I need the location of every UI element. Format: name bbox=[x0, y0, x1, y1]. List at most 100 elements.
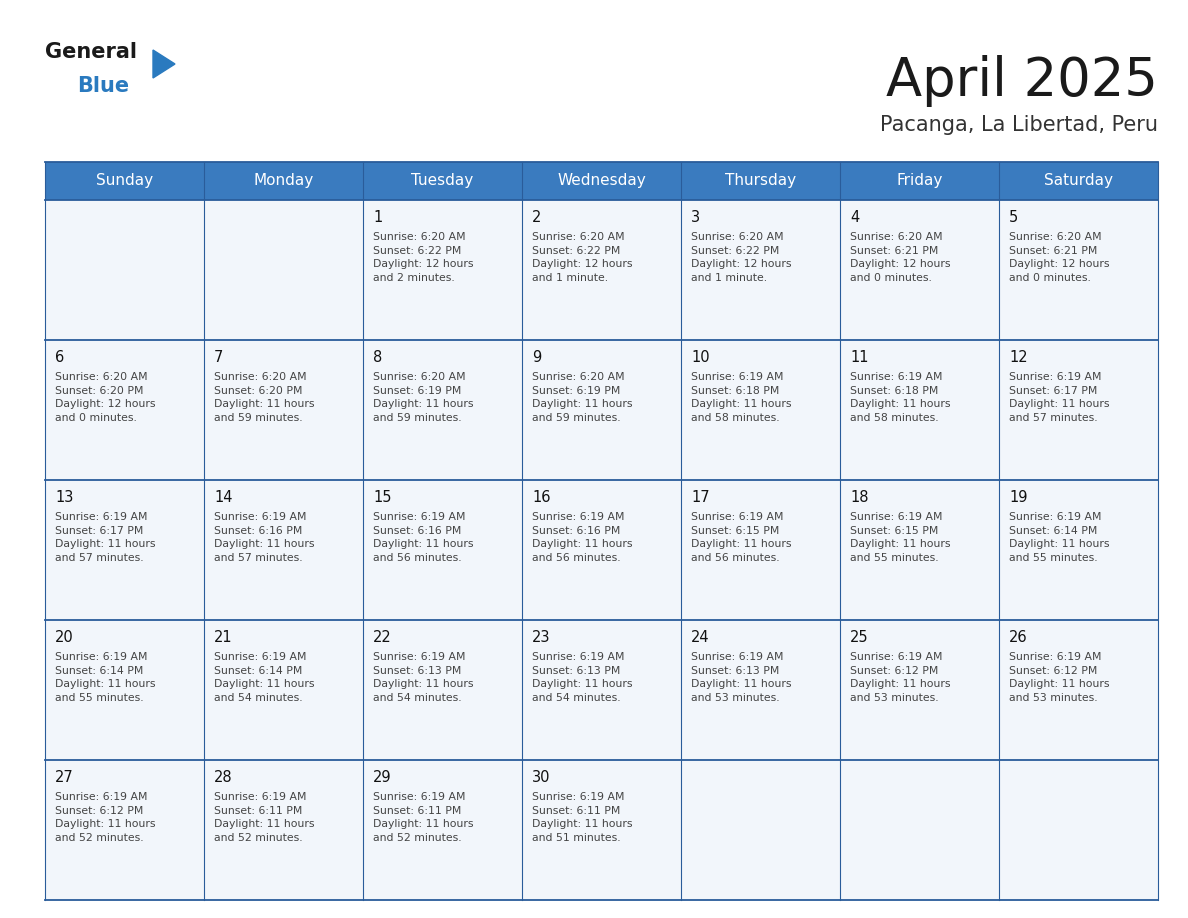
Text: 20: 20 bbox=[55, 630, 74, 645]
Bar bbox=[364, 200, 522, 340]
Bar bbox=[840, 340, 999, 480]
Text: 2: 2 bbox=[532, 210, 542, 225]
Text: Sunrise: 6:20 AM
Sunset: 6:22 PM
Daylight: 12 hours
and 1 minute.: Sunrise: 6:20 AM Sunset: 6:22 PM Dayligh… bbox=[691, 232, 791, 283]
Bar bbox=[999, 200, 1158, 340]
Text: Sunrise: 6:19 AM
Sunset: 6:14 PM
Daylight: 11 hours
and 55 minutes.: Sunrise: 6:19 AM Sunset: 6:14 PM Dayligh… bbox=[55, 652, 156, 703]
Bar bbox=[681, 200, 840, 340]
Bar bbox=[204, 200, 364, 340]
Text: Sunrise: 6:19 AM
Sunset: 6:15 PM
Daylight: 11 hours
and 56 minutes.: Sunrise: 6:19 AM Sunset: 6:15 PM Dayligh… bbox=[691, 512, 791, 563]
Text: Pacanga, La Libertad, Peru: Pacanga, La Libertad, Peru bbox=[880, 115, 1158, 135]
Bar bbox=[364, 340, 522, 480]
Text: April 2025: April 2025 bbox=[886, 55, 1158, 107]
Text: Sunrise: 6:20 AM
Sunset: 6:22 PM
Daylight: 12 hours
and 1 minute.: Sunrise: 6:20 AM Sunset: 6:22 PM Dayligh… bbox=[532, 232, 632, 283]
Text: Sunrise: 6:19 AM
Sunset: 6:18 PM
Daylight: 11 hours
and 58 minutes.: Sunrise: 6:19 AM Sunset: 6:18 PM Dayligh… bbox=[849, 372, 950, 423]
Bar bbox=[522, 760, 681, 900]
Bar bbox=[999, 162, 1158, 200]
Text: 16: 16 bbox=[532, 490, 550, 505]
Text: 5: 5 bbox=[1009, 210, 1018, 225]
Bar bbox=[45, 340, 204, 480]
Text: 24: 24 bbox=[691, 630, 709, 645]
Text: 22: 22 bbox=[373, 630, 392, 645]
Text: Sunrise: 6:19 AM
Sunset: 6:11 PM
Daylight: 11 hours
and 52 minutes.: Sunrise: 6:19 AM Sunset: 6:11 PM Dayligh… bbox=[373, 792, 474, 843]
Text: Sunrise: 6:19 AM
Sunset: 6:12 PM
Daylight: 11 hours
and 53 minutes.: Sunrise: 6:19 AM Sunset: 6:12 PM Dayligh… bbox=[1009, 652, 1110, 703]
Bar bbox=[45, 480, 204, 620]
Bar bbox=[999, 620, 1158, 760]
Text: Monday: Monday bbox=[253, 174, 314, 188]
Text: 23: 23 bbox=[532, 630, 550, 645]
Text: Sunrise: 6:19 AM
Sunset: 6:13 PM
Daylight: 11 hours
and 54 minutes.: Sunrise: 6:19 AM Sunset: 6:13 PM Dayligh… bbox=[373, 652, 474, 703]
Text: Sunrise: 6:19 AM
Sunset: 6:18 PM
Daylight: 11 hours
and 58 minutes.: Sunrise: 6:19 AM Sunset: 6:18 PM Dayligh… bbox=[691, 372, 791, 423]
Text: 9: 9 bbox=[532, 350, 542, 365]
Bar bbox=[681, 480, 840, 620]
Text: Sunday: Sunday bbox=[96, 174, 153, 188]
Text: 1: 1 bbox=[373, 210, 383, 225]
Text: Sunrise: 6:19 AM
Sunset: 6:16 PM
Daylight: 11 hours
and 57 minutes.: Sunrise: 6:19 AM Sunset: 6:16 PM Dayligh… bbox=[214, 512, 315, 563]
Bar bbox=[999, 760, 1158, 900]
Bar bbox=[840, 200, 999, 340]
Text: Sunrise: 6:20 AM
Sunset: 6:22 PM
Daylight: 12 hours
and 2 minutes.: Sunrise: 6:20 AM Sunset: 6:22 PM Dayligh… bbox=[373, 232, 474, 283]
Text: 25: 25 bbox=[849, 630, 868, 645]
Text: 3: 3 bbox=[691, 210, 700, 225]
Text: 27: 27 bbox=[55, 770, 74, 785]
Text: Sunrise: 6:20 AM
Sunset: 6:20 PM
Daylight: 12 hours
and 0 minutes.: Sunrise: 6:20 AM Sunset: 6:20 PM Dayligh… bbox=[55, 372, 156, 423]
Bar bbox=[204, 620, 364, 760]
Bar bbox=[840, 760, 999, 900]
Bar bbox=[522, 620, 681, 760]
Bar bbox=[204, 480, 364, 620]
Bar bbox=[45, 162, 204, 200]
Bar bbox=[840, 480, 999, 620]
Text: 29: 29 bbox=[373, 770, 392, 785]
Text: Sunrise: 6:19 AM
Sunset: 6:11 PM
Daylight: 11 hours
and 52 minutes.: Sunrise: 6:19 AM Sunset: 6:11 PM Dayligh… bbox=[214, 792, 315, 843]
Text: Sunrise: 6:19 AM
Sunset: 6:16 PM
Daylight: 11 hours
and 56 minutes.: Sunrise: 6:19 AM Sunset: 6:16 PM Dayligh… bbox=[373, 512, 474, 563]
Text: General: General bbox=[45, 42, 137, 62]
Bar bbox=[45, 200, 204, 340]
Text: 15: 15 bbox=[373, 490, 392, 505]
Bar bbox=[364, 480, 522, 620]
Text: Sunrise: 6:19 AM
Sunset: 6:13 PM
Daylight: 11 hours
and 54 minutes.: Sunrise: 6:19 AM Sunset: 6:13 PM Dayligh… bbox=[532, 652, 632, 703]
Text: Sunrise: 6:19 AM
Sunset: 6:14 PM
Daylight: 11 hours
and 55 minutes.: Sunrise: 6:19 AM Sunset: 6:14 PM Dayligh… bbox=[1009, 512, 1110, 563]
Text: 30: 30 bbox=[532, 770, 550, 785]
Text: 26: 26 bbox=[1009, 630, 1028, 645]
Polygon shape bbox=[153, 50, 175, 78]
Bar bbox=[999, 340, 1158, 480]
Text: Thursday: Thursday bbox=[725, 174, 796, 188]
Bar bbox=[681, 340, 840, 480]
Text: 6: 6 bbox=[55, 350, 64, 365]
Text: 21: 21 bbox=[214, 630, 233, 645]
Text: Sunrise: 6:20 AM
Sunset: 6:19 PM
Daylight: 11 hours
and 59 minutes.: Sunrise: 6:20 AM Sunset: 6:19 PM Dayligh… bbox=[532, 372, 632, 423]
Text: Sunrise: 6:19 AM
Sunset: 6:13 PM
Daylight: 11 hours
and 53 minutes.: Sunrise: 6:19 AM Sunset: 6:13 PM Dayligh… bbox=[691, 652, 791, 703]
Text: Sunrise: 6:19 AM
Sunset: 6:17 PM
Daylight: 11 hours
and 57 minutes.: Sunrise: 6:19 AM Sunset: 6:17 PM Dayligh… bbox=[1009, 372, 1110, 423]
Text: 28: 28 bbox=[214, 770, 233, 785]
Bar bbox=[204, 760, 364, 900]
Text: Saturday: Saturday bbox=[1044, 174, 1113, 188]
Bar bbox=[204, 340, 364, 480]
Text: Sunrise: 6:20 AM
Sunset: 6:20 PM
Daylight: 11 hours
and 59 minutes.: Sunrise: 6:20 AM Sunset: 6:20 PM Dayligh… bbox=[214, 372, 315, 423]
Text: Sunrise: 6:19 AM
Sunset: 6:15 PM
Daylight: 11 hours
and 55 minutes.: Sunrise: 6:19 AM Sunset: 6:15 PM Dayligh… bbox=[849, 512, 950, 563]
Bar bbox=[364, 760, 522, 900]
Text: Sunrise: 6:20 AM
Sunset: 6:19 PM
Daylight: 11 hours
and 59 minutes.: Sunrise: 6:20 AM Sunset: 6:19 PM Dayligh… bbox=[373, 372, 474, 423]
Text: Wednesday: Wednesday bbox=[557, 174, 646, 188]
Bar bbox=[840, 620, 999, 760]
Text: Blue: Blue bbox=[77, 76, 129, 96]
Text: 12: 12 bbox=[1009, 350, 1028, 365]
Bar bbox=[522, 480, 681, 620]
Text: 18: 18 bbox=[849, 490, 868, 505]
Text: 14: 14 bbox=[214, 490, 233, 505]
Text: Sunrise: 6:19 AM
Sunset: 6:12 PM
Daylight: 11 hours
and 53 minutes.: Sunrise: 6:19 AM Sunset: 6:12 PM Dayligh… bbox=[849, 652, 950, 703]
Bar bbox=[522, 162, 681, 200]
Text: Friday: Friday bbox=[896, 174, 943, 188]
Text: 19: 19 bbox=[1009, 490, 1028, 505]
Text: Sunrise: 6:20 AM
Sunset: 6:21 PM
Daylight: 12 hours
and 0 minutes.: Sunrise: 6:20 AM Sunset: 6:21 PM Dayligh… bbox=[849, 232, 950, 283]
Text: Tuesday: Tuesday bbox=[411, 174, 474, 188]
Text: 4: 4 bbox=[849, 210, 859, 225]
Text: Sunrise: 6:19 AM
Sunset: 6:16 PM
Daylight: 11 hours
and 56 minutes.: Sunrise: 6:19 AM Sunset: 6:16 PM Dayligh… bbox=[532, 512, 632, 563]
Bar bbox=[681, 620, 840, 760]
Text: Sunrise: 6:20 AM
Sunset: 6:21 PM
Daylight: 12 hours
and 0 minutes.: Sunrise: 6:20 AM Sunset: 6:21 PM Dayligh… bbox=[1009, 232, 1110, 283]
Text: 8: 8 bbox=[373, 350, 383, 365]
Text: 7: 7 bbox=[214, 350, 223, 365]
Bar bbox=[364, 620, 522, 760]
Bar bbox=[45, 620, 204, 760]
Text: 17: 17 bbox=[691, 490, 709, 505]
Bar bbox=[204, 162, 364, 200]
Bar bbox=[999, 480, 1158, 620]
